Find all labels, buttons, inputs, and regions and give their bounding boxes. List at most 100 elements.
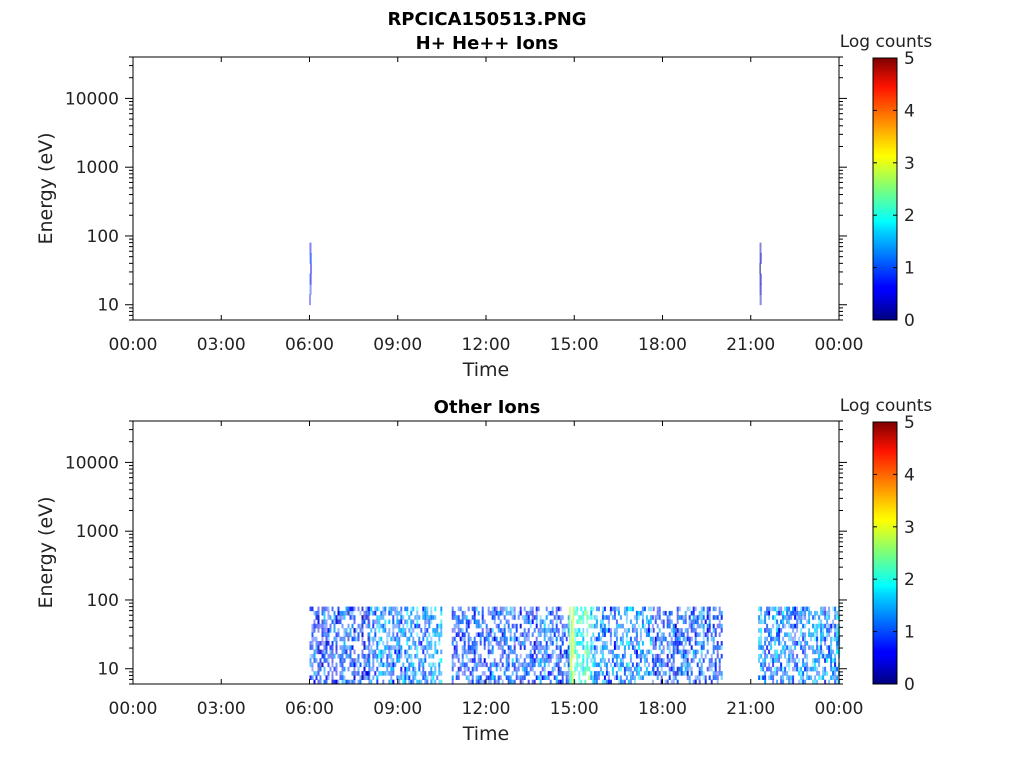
data-cell <box>310 273 312 285</box>
data-cell <box>656 636 659 642</box>
data-cell <box>353 658 356 663</box>
data-cell <box>635 662 638 668</box>
data-cell <box>603 623 606 629</box>
data-cell <box>392 658 395 663</box>
data-cell <box>768 606 771 612</box>
data-cell <box>802 658 805 663</box>
data-cell <box>517 666 520 672</box>
data-cell <box>694 615 697 620</box>
data-cell <box>772 679 775 685</box>
data-cell <box>792 641 795 646</box>
data-cell <box>535 675 538 680</box>
data-cell <box>662 623 665 629</box>
data-cell <box>672 658 675 663</box>
data-cell <box>664 679 667 685</box>
data-cell <box>639 636 642 642</box>
data-cell <box>378 606 381 612</box>
data-cell <box>660 632 663 637</box>
data-cell <box>609 662 612 668</box>
data-cell <box>467 658 470 663</box>
data-cell <box>378 623 381 629</box>
data-cell <box>345 628 348 633</box>
data-cell <box>590 615 593 620</box>
data-cell <box>613 610 616 616</box>
data-cell <box>808 615 811 620</box>
data-cell <box>668 645 671 650</box>
data-cell <box>495 610 498 616</box>
data-cell <box>814 658 817 663</box>
data-cell <box>380 610 383 616</box>
y-axis-label: Energy (eV) <box>35 132 57 244</box>
data-cell <box>455 653 458 659</box>
data-cell <box>766 636 769 642</box>
data-cell <box>388 619 391 625</box>
data-cell <box>323 641 326 646</box>
data-cell <box>830 628 833 633</box>
data-cell <box>541 658 544 663</box>
data-cell <box>555 658 558 663</box>
data-cell <box>820 628 823 633</box>
data-cell <box>331 619 334 625</box>
data-cell <box>479 632 482 637</box>
data-cell <box>370 645 373 650</box>
data-cell <box>547 662 550 668</box>
data-cell <box>505 610 508 616</box>
data-cell <box>473 645 476 650</box>
data-cell <box>590 623 593 629</box>
data-cell <box>682 662 685 668</box>
data-cell <box>563 649 566 655</box>
data-cell <box>555 679 558 685</box>
data-cell <box>800 615 803 620</box>
data-cell <box>323 632 326 637</box>
data-cell <box>539 641 542 646</box>
data-cell <box>321 610 324 616</box>
data-cell <box>561 623 564 629</box>
data-cell <box>792 679 795 685</box>
data-cell <box>776 658 779 663</box>
data-cell <box>816 666 819 672</box>
data-cell <box>654 645 657 650</box>
data-cell <box>343 666 346 672</box>
data-cell <box>759 284 761 295</box>
data-cell <box>412 606 415 612</box>
data-cell <box>459 636 462 642</box>
data-cell <box>832 636 835 642</box>
data-cell <box>388 632 391 637</box>
x-axis-label: Time <box>462 359 510 381</box>
data-cell <box>475 679 478 685</box>
data-cell <box>321 628 324 633</box>
data-cell <box>651 679 654 685</box>
data-cell <box>422 632 425 637</box>
data-cell <box>623 666 626 672</box>
data-cell <box>629 666 632 672</box>
data-cell <box>398 610 401 616</box>
data-cell <box>660 641 663 646</box>
data-cell <box>678 632 681 637</box>
data-cell <box>643 623 646 629</box>
data-cell <box>335 666 338 672</box>
data-cell <box>404 649 407 655</box>
data-cell <box>834 610 837 616</box>
data-cell <box>390 662 393 668</box>
data-cell <box>654 653 657 659</box>
data-cell <box>463 666 466 672</box>
data-cell <box>603 675 606 680</box>
data-cell <box>311 606 314 612</box>
data-cell <box>607 615 610 620</box>
data-cell <box>814 662 817 668</box>
data-cell <box>641 606 644 612</box>
data-cell <box>580 662 583 668</box>
data-cell <box>597 671 600 676</box>
data-cell <box>770 632 773 637</box>
data-cell <box>700 649 703 655</box>
data-cell <box>313 671 316 676</box>
data-cell <box>471 671 474 676</box>
data-cell <box>810 636 813 642</box>
data-cell <box>601 619 604 625</box>
data-cell <box>786 619 789 625</box>
data-cell <box>615 671 618 676</box>
data-cell <box>392 671 395 676</box>
data-cell <box>509 610 512 616</box>
data-cell <box>309 675 312 680</box>
data-cell <box>672 666 675 672</box>
